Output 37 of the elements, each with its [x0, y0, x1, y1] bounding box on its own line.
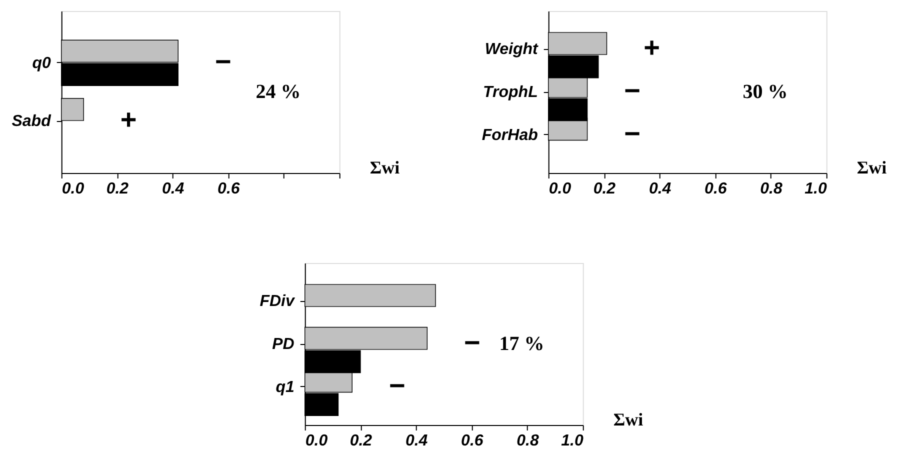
x-tick-label: 0.0	[62, 180, 84, 198]
annotation: +	[644, 32, 660, 64]
x-tick-label: 0.0	[548, 180, 572, 198]
y-tick-label: ForHab	[482, 126, 538, 144]
y-tick-label: FDiv	[260, 293, 296, 310]
y-tick-label: q0	[32, 54, 51, 72]
annotation: +	[120, 104, 137, 136]
annotation: −	[624, 118, 640, 149]
x-tick-label: 0.6	[461, 432, 484, 450]
x-tick-label: 1.0	[804, 180, 827, 198]
x-axis-title: Σwi	[613, 410, 644, 430]
x-tick-label: 0.0	[305, 432, 328, 450]
x-axis-title: Σwi	[856, 158, 887, 178]
y-tick-label: TrophL	[483, 84, 538, 101]
annotation: 24 %	[256, 81, 301, 103]
x-tick-label: 0.4	[648, 180, 672, 198]
annotation: 30 %	[742, 81, 788, 103]
y-tick-label: Weight	[484, 41, 539, 58]
x-tick-label: 0.8	[516, 432, 539, 450]
annotation: −	[214, 46, 232, 77]
x-tick-label: 0.4	[162, 180, 184, 198]
annotation: −	[464, 327, 480, 358]
y-tick-label: q1	[276, 378, 294, 396]
x-tick-label: 0.6	[218, 180, 240, 198]
x-tick-label: 0.6	[704, 180, 727, 198]
x-tick-label: 0.2	[106, 180, 129, 198]
annotation: −	[388, 370, 406, 401]
x-tick-label: 0.2	[593, 180, 616, 198]
x-axis-title: Σwi	[370, 158, 400, 178]
x-tick-label: 0.8	[760, 180, 782, 198]
annotation: 17 %	[499, 333, 544, 355]
x-tick-label: 0.2	[350, 432, 372, 450]
y-tick-label: Sabd	[12, 113, 52, 130]
x-tick-label: 0.4	[405, 432, 428, 450]
y-tick-label: PD	[272, 336, 295, 353]
annotation: −	[624, 75, 640, 106]
x-tick-label: 1.0	[561, 432, 584, 450]
